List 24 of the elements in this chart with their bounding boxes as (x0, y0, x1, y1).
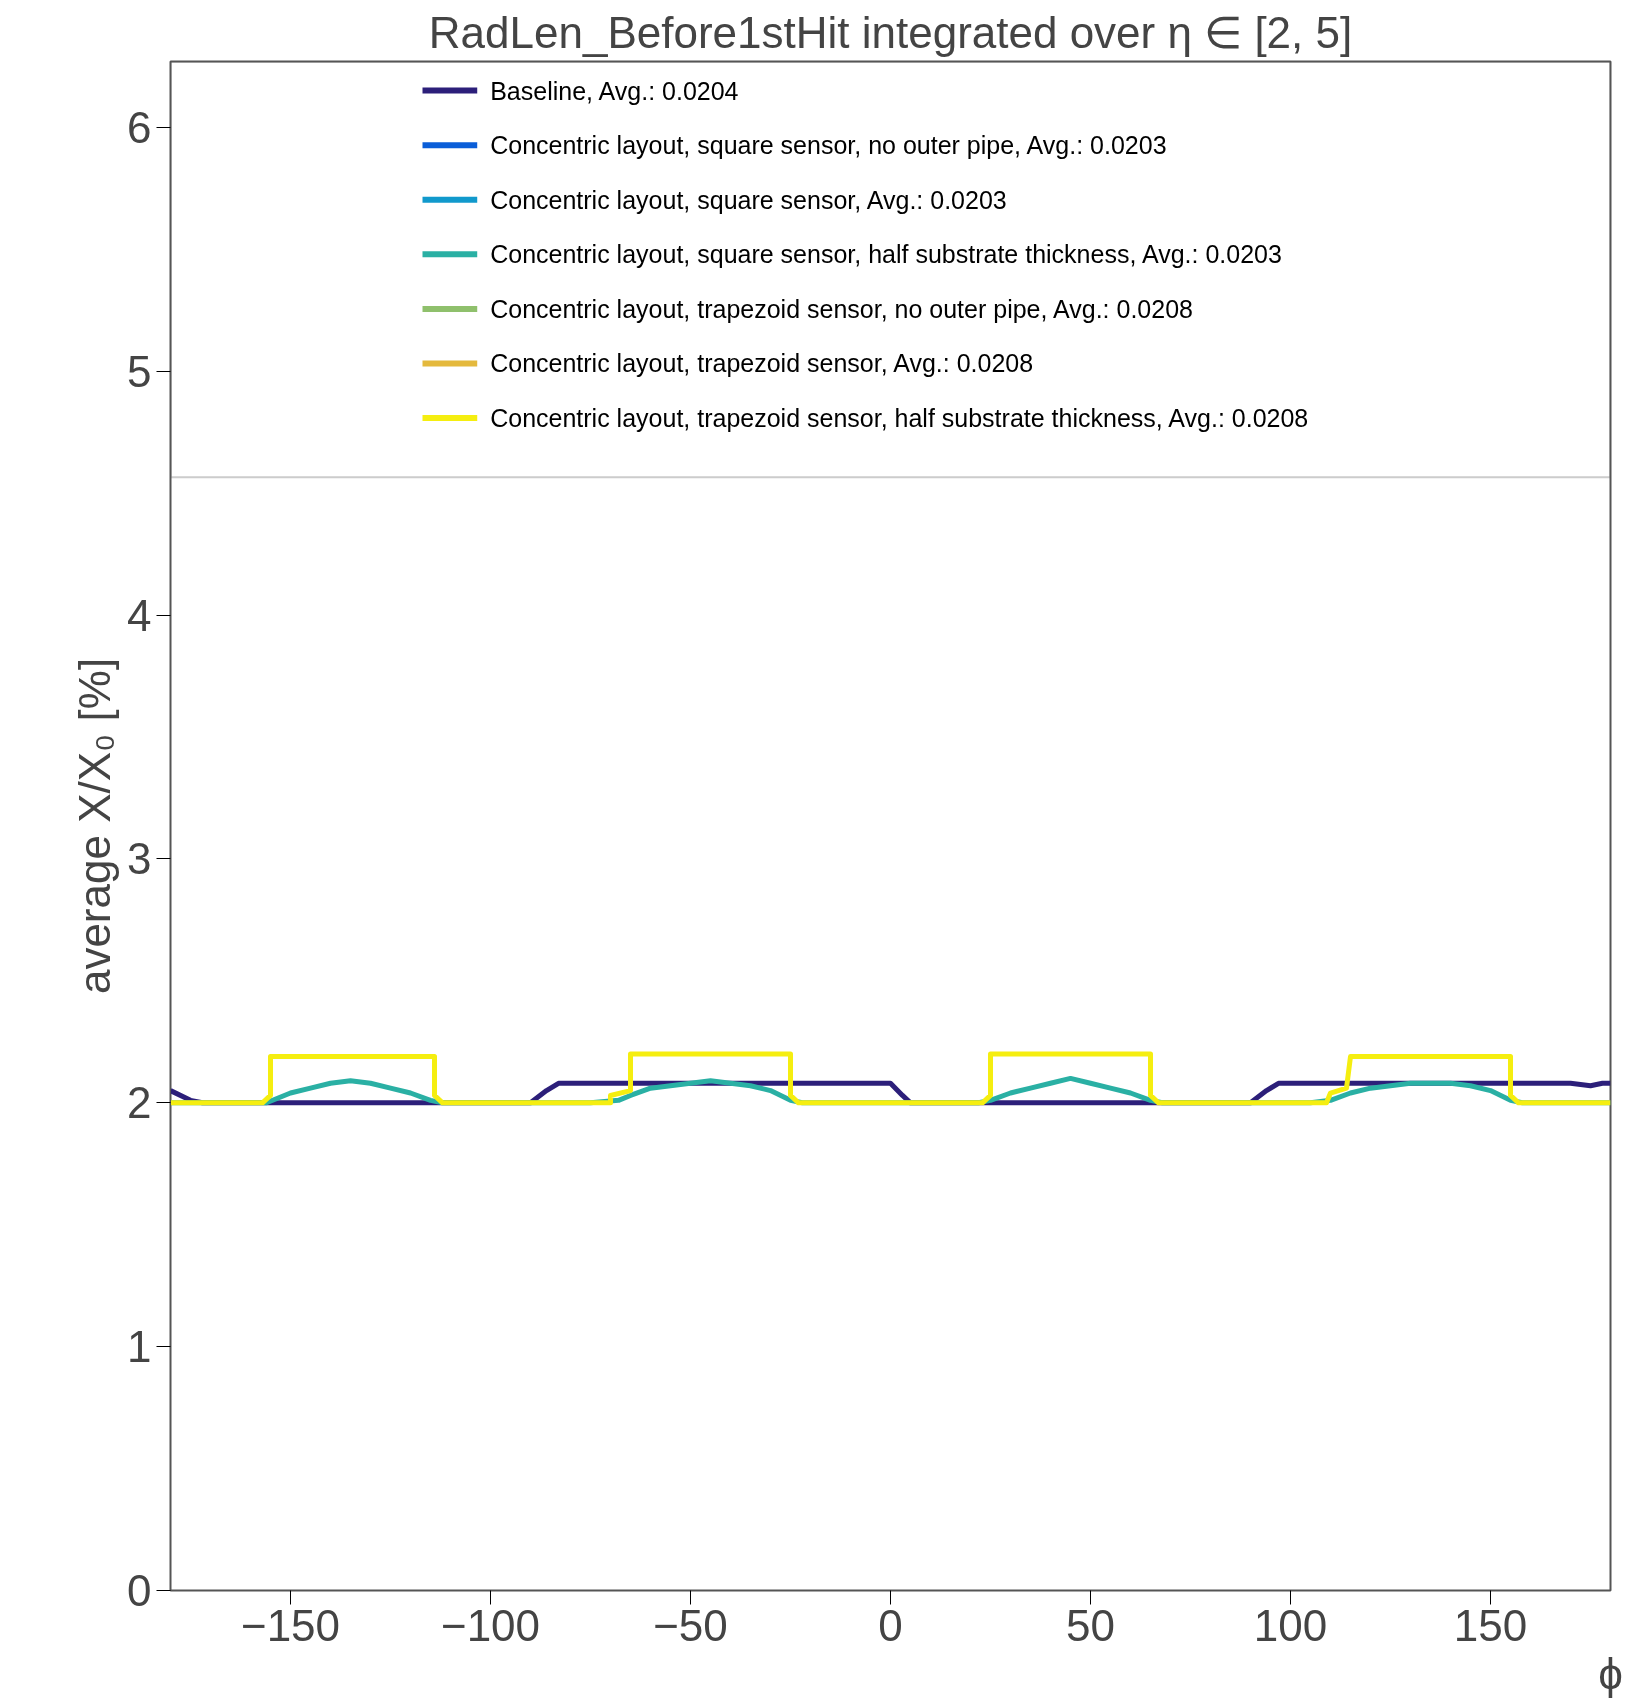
legend-label: Concentric layout, trapezoid sensor, half substrate thickness, Avg.: 0.0208 (490, 404, 1309, 433)
x-tick-label: −50 (653, 1600, 728, 1650)
legend-label: Baseline, Avg.: 0.0204 (490, 76, 739, 105)
legend-label: Concentric layout, square sensor, Avg.: 0.0203 (490, 185, 1007, 214)
x-tick-label: −150 (240, 1600, 341, 1650)
x-tick-label: 100 (1253, 1600, 1328, 1650)
x-axis-title: ϕ (1598, 1648, 1623, 1698)
y-tick-label: 0 (127, 1566, 152, 1615)
legend-label: Concentric layout, trapezoid sensor, Avg.: 0.0208 (490, 349, 1034, 378)
chart-title: RadLen_Before1stHit integrated over η ∈ [2, 5] (428, 7, 1353, 57)
y-axis-title: average X/X₀ [%] (70, 657, 120, 995)
y-tick-label: 5 (127, 346, 152, 396)
legend-label: Concentric layout, square sensor, no outer pipe, Avg.: 0.0203 (490, 131, 1167, 160)
y-tick-label: 1 (127, 1322, 152, 1372)
x-tick-label: −100 (440, 1600, 541, 1650)
y-tick-label: 2 (127, 1078, 152, 1128)
x-tick-label: 50 (1066, 1600, 1115, 1650)
y-tick-label: 6 (127, 102, 152, 152)
x-tick-label: 0 (878, 1600, 903, 1650)
legend-label: Concentric layout, square sensor, half substrate thickness, Avg.: 0.0203 (490, 240, 1282, 269)
y-tick-label: 3 (127, 834, 152, 884)
y-tick-label: 4 (127, 590, 152, 640)
legend-label: Concentric layout, trapezoid sensor, no outer pipe, Avg.: 0.0208 (490, 294, 1193, 323)
x-tick-label: 150 (1453, 1600, 1528, 1650)
